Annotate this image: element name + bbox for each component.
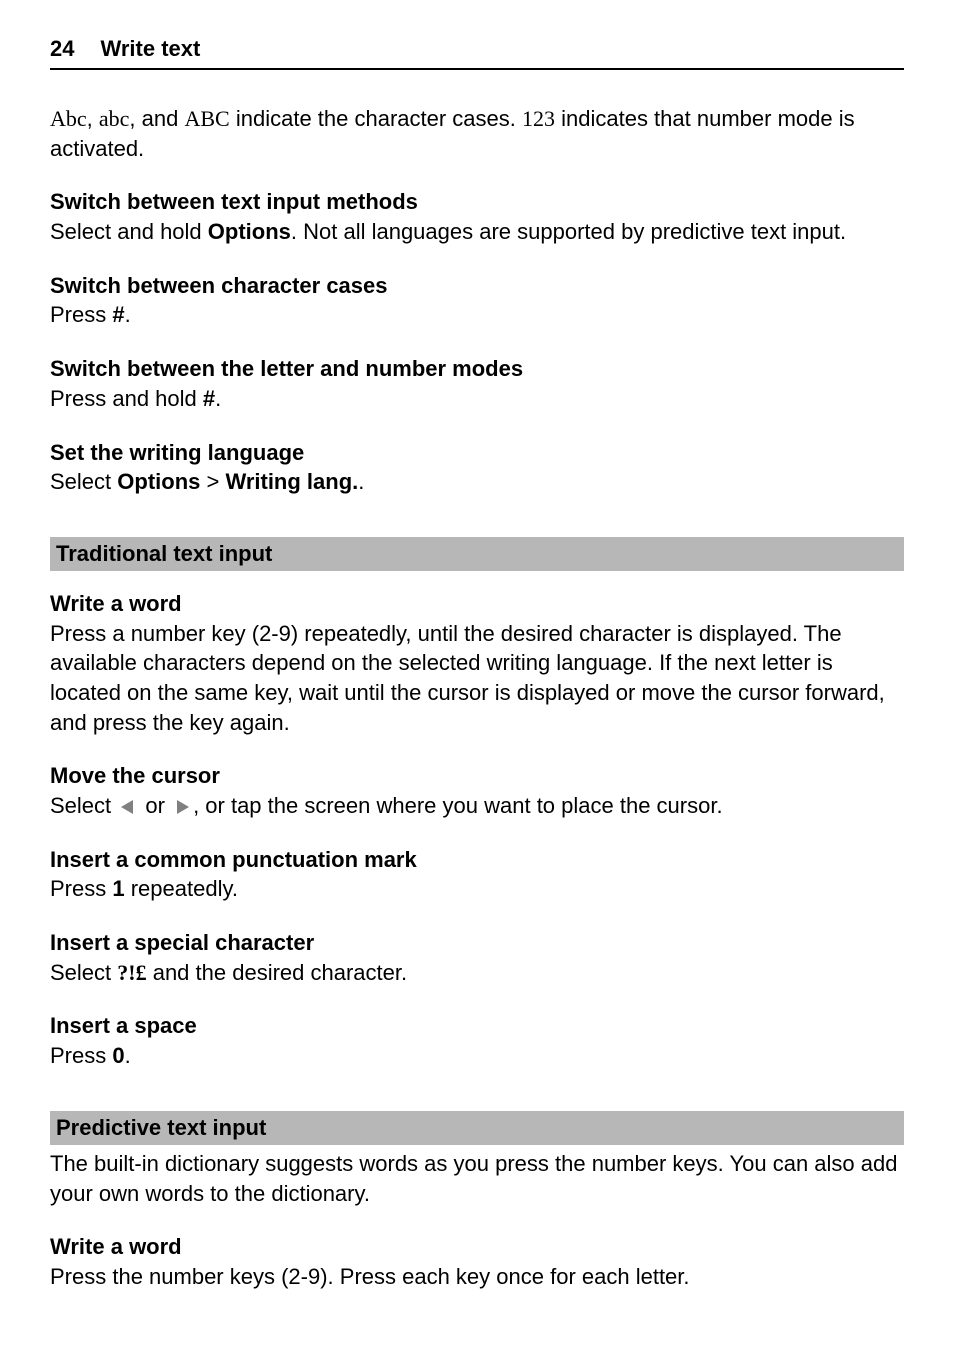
text: . bbox=[125, 1043, 131, 1068]
text: and the desired character. bbox=[147, 960, 408, 985]
glyph-abc-title: Abc bbox=[50, 106, 87, 131]
text: Select bbox=[50, 469, 117, 494]
section-bar-predictive: Predictive text input bbox=[50, 1111, 904, 1145]
section-write-word-pred: Write a word Press the number keys (2-9)… bbox=[50, 1232, 904, 1291]
body: Press 1 repeatedly. bbox=[50, 874, 904, 904]
heading: Insert a space bbox=[50, 1011, 904, 1041]
body: Press #. bbox=[50, 300, 904, 330]
text: Press bbox=[50, 876, 112, 901]
section-insert-special: Insert a special character Select ?!£ an… bbox=[50, 928, 904, 987]
heading: Switch between text input methods bbox=[50, 187, 904, 217]
text: Press and hold bbox=[50, 386, 203, 411]
text: . Not all languages are supported by pre… bbox=[291, 219, 846, 244]
arrow-left-icon bbox=[119, 798, 137, 816]
heading: Insert a special character bbox=[50, 928, 904, 958]
body: Press and hold #. bbox=[50, 384, 904, 414]
body: Select or , or tap the screen where you … bbox=[50, 791, 904, 821]
sep: , bbox=[129, 106, 141, 131]
heading: Insert a common punctuation mark bbox=[50, 845, 904, 875]
heading: Write a word bbox=[50, 589, 904, 619]
text: Press bbox=[50, 1043, 112, 1068]
text: Select and hold bbox=[50, 219, 208, 244]
options-label: Options bbox=[117, 469, 200, 494]
body: Select Options > Writing lang.. bbox=[50, 467, 904, 497]
text: repeatedly. bbox=[125, 876, 238, 901]
gt: > bbox=[200, 469, 225, 494]
body: Press a number key (2-9) repeatedly, unt… bbox=[50, 619, 904, 738]
sep: , bbox=[87, 106, 99, 131]
text: Select bbox=[50, 793, 117, 818]
body: Select and hold Options. Not all languag… bbox=[50, 217, 904, 247]
text: Press bbox=[50, 302, 112, 327]
arrow-right-icon bbox=[173, 798, 191, 816]
body: Select ?!£ and the desired character. bbox=[50, 958, 904, 988]
menu-item: Writing lang. bbox=[225, 469, 358, 494]
section-switch-cases: Switch between character cases Press #. bbox=[50, 271, 904, 330]
heading: Move the cursor bbox=[50, 761, 904, 791]
heading: Write a word bbox=[50, 1232, 904, 1262]
key-0: 0 bbox=[112, 1043, 124, 1068]
heading: Switch between character cases bbox=[50, 271, 904, 301]
body: Press the number keys (2-9). Press each … bbox=[50, 1262, 904, 1292]
text: . bbox=[358, 469, 364, 494]
text: and bbox=[142, 106, 185, 131]
section-switch-methods: Switch between text input methods Select… bbox=[50, 187, 904, 246]
page-number: 24 bbox=[50, 36, 74, 62]
section-bar-traditional: Traditional text input bbox=[50, 537, 904, 571]
text: Select bbox=[50, 960, 117, 985]
document-page: 24 Write text Abc, abc, and ABC indicate… bbox=[0, 0, 954, 1356]
key-1: 1 bbox=[112, 876, 124, 901]
glyph-abc-lower: abc bbox=[99, 106, 130, 131]
glyph-abc-upper: ABC bbox=[184, 106, 229, 131]
section-write-word-trad: Write a word Press a number key (2-9) re… bbox=[50, 589, 904, 737]
text: or bbox=[139, 793, 171, 818]
body: Press 0. bbox=[50, 1041, 904, 1071]
section-insert-punct: Insert a common punctuation mark Press 1… bbox=[50, 845, 904, 904]
intro-paragraph: Abc, abc, and ABC indicate the character… bbox=[50, 104, 904, 163]
glyph-123: 123 bbox=[522, 106, 555, 131]
section-insert-space: Insert a space Press 0. bbox=[50, 1011, 904, 1070]
section-move-cursor: Move the cursor Select or , or tap the s… bbox=[50, 761, 904, 820]
key-hash: # bbox=[112, 302, 124, 327]
options-label: Options bbox=[208, 219, 291, 244]
text: . bbox=[125, 302, 131, 327]
heading: Switch between the letter and number mod… bbox=[50, 354, 904, 384]
heading: Set the writing language bbox=[50, 438, 904, 468]
text: indicate the character cases. bbox=[230, 106, 522, 131]
section-writing-lang: Set the writing language Select Options … bbox=[50, 438, 904, 497]
page-header: 24 Write text bbox=[50, 36, 904, 70]
key-hash: # bbox=[203, 386, 215, 411]
text: . bbox=[215, 386, 221, 411]
predictive-intro: The built-in dictionary suggests words a… bbox=[50, 1149, 904, 1208]
page-title: Write text bbox=[100, 36, 200, 62]
section-switch-number: Switch between the letter and number mod… bbox=[50, 354, 904, 413]
text: , or tap the screen where you want to pl… bbox=[193, 793, 723, 818]
special-char-icon: ?!£ bbox=[117, 960, 146, 985]
